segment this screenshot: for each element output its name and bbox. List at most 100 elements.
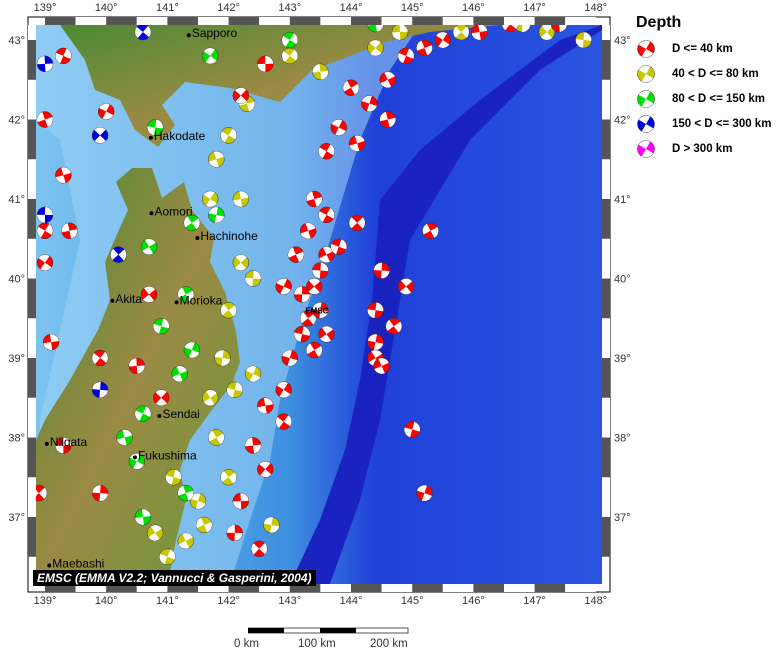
event-beachball[interactable] xyxy=(286,244,307,265)
event-beachball[interactable] xyxy=(115,428,134,447)
event-beachball[interactable] xyxy=(96,101,117,122)
event-beachball[interactable] xyxy=(244,437,262,454)
event-beachball[interactable] xyxy=(128,357,146,375)
event-beachball[interactable] xyxy=(273,411,295,433)
event-beachball[interactable] xyxy=(279,29,301,51)
event-beachball[interactable] xyxy=(28,482,50,504)
event-beachball[interactable] xyxy=(188,491,208,511)
event-beachball[interactable] xyxy=(133,403,154,424)
event-beachball[interactable] xyxy=(206,427,227,448)
event-beachball[interactable] xyxy=(254,458,276,480)
event-beachball[interactable] xyxy=(248,538,270,560)
event-beachball[interactable] xyxy=(199,45,221,67)
event-beachball[interactable] xyxy=(367,302,384,319)
event-beachball[interactable] xyxy=(134,508,152,526)
event-beachball[interactable] xyxy=(329,237,349,257)
event-beachball[interactable] xyxy=(226,524,243,542)
event-beachball[interactable] xyxy=(280,348,299,367)
event-beachball[interactable] xyxy=(199,188,221,210)
event-beachball[interactable] xyxy=(298,221,318,241)
event-beachball[interactable] xyxy=(194,515,214,535)
event-beachball[interactable] xyxy=(244,270,262,287)
event-beachball[interactable] xyxy=(214,349,232,367)
event-beachball[interactable] xyxy=(378,110,397,129)
event-beachball[interactable] xyxy=(169,364,190,385)
event-beachball[interactable] xyxy=(138,236,160,258)
event-beachball[interactable] xyxy=(232,492,250,510)
event-beachball[interactable] xyxy=(181,212,203,234)
event-beachball[interactable] xyxy=(346,212,368,234)
event-beachball[interactable] xyxy=(232,190,250,208)
event-beachball[interactable] xyxy=(316,244,337,265)
event-beachball[interactable] xyxy=(366,333,384,351)
event-beachball[interactable] xyxy=(157,547,177,567)
event-beachball[interactable] xyxy=(36,206,54,224)
event-beachball[interactable] xyxy=(347,134,367,154)
event-beachball[interactable] xyxy=(297,307,319,329)
event-beachball[interactable] xyxy=(243,363,264,384)
event-beachball[interactable] xyxy=(176,483,196,503)
event-beachball[interactable] xyxy=(293,325,312,344)
event-beachball[interactable] xyxy=(132,21,154,43)
event-beachball[interactable] xyxy=(312,63,329,81)
event-beachball[interactable] xyxy=(373,262,390,279)
event-beachball[interactable] xyxy=(432,29,454,51)
event-beachball[interactable] xyxy=(206,149,226,169)
event-beachball[interactable] xyxy=(514,16,531,33)
event-beachball[interactable] xyxy=(150,387,172,409)
event-beachball[interactable] xyxy=(256,397,274,415)
event-beachball[interactable] xyxy=(391,24,409,41)
event-beachball[interactable] xyxy=(395,275,417,297)
event-beachball[interactable] xyxy=(377,69,398,90)
event-beachball[interactable] xyxy=(450,21,472,43)
event-beachball[interactable] xyxy=(550,16,568,33)
event-beachball[interactable] xyxy=(257,55,274,73)
event-beachball[interactable] xyxy=(91,484,109,502)
event-beachball[interactable] xyxy=(55,437,72,454)
event-beachball[interactable] xyxy=(175,284,196,305)
event-beachball[interactable] xyxy=(312,262,329,279)
event-beachball[interactable] xyxy=(34,252,56,274)
event-beachball[interactable] xyxy=(316,323,338,345)
event-beachball[interactable] xyxy=(164,468,183,487)
event-beachball[interactable] xyxy=(328,117,349,138)
event-beachball[interactable] xyxy=(144,522,166,544)
event-beachball[interactable] xyxy=(207,206,226,225)
event-beachball[interactable] xyxy=(471,23,489,41)
event-beachball[interactable] xyxy=(414,38,434,58)
event-beachball[interactable] xyxy=(89,347,111,369)
event-beachball[interactable] xyxy=(230,252,252,274)
event-beachball[interactable] xyxy=(273,276,294,297)
event-beachball[interactable] xyxy=(383,315,405,337)
event-beachball[interactable] xyxy=(218,125,239,146)
event-beachball[interactable] xyxy=(91,381,109,399)
event-beachball[interactable] xyxy=(312,301,330,319)
event-beachball[interactable] xyxy=(230,85,252,107)
event-beachball[interactable] xyxy=(396,46,416,66)
event-beachball[interactable] xyxy=(218,299,240,321)
event-beachball[interactable] xyxy=(107,244,129,266)
event-beachball[interactable] xyxy=(536,21,558,43)
event-beachball[interactable] xyxy=(340,77,361,98)
event-beachball[interactable] xyxy=(273,379,295,401)
event-beachball[interactable] xyxy=(403,420,422,439)
event-beachball[interactable] xyxy=(146,119,164,137)
event-beachball[interactable] xyxy=(199,387,221,409)
event-beachball[interactable] xyxy=(371,356,392,377)
event-beachball[interactable] xyxy=(175,530,196,551)
event-beachball[interactable] xyxy=(225,380,244,399)
event-beachball[interactable] xyxy=(364,37,386,59)
event-beachball[interactable] xyxy=(53,46,74,67)
event-beachball[interactable] xyxy=(60,222,79,241)
event-beachball[interactable] xyxy=(303,275,325,297)
event-beachball[interactable] xyxy=(152,317,171,336)
event-beachball[interactable] xyxy=(575,31,592,49)
event-beachball[interactable] xyxy=(54,165,73,184)
event-beachball[interactable] xyxy=(89,124,111,146)
event-beachball[interactable] xyxy=(36,55,54,73)
event-beachball[interactable] xyxy=(262,516,280,534)
event-beachball[interactable] xyxy=(304,339,326,361)
event-beachball[interactable] xyxy=(293,286,311,303)
event-beachball[interactable] xyxy=(35,109,55,129)
event-beachball[interactable] xyxy=(316,141,337,162)
